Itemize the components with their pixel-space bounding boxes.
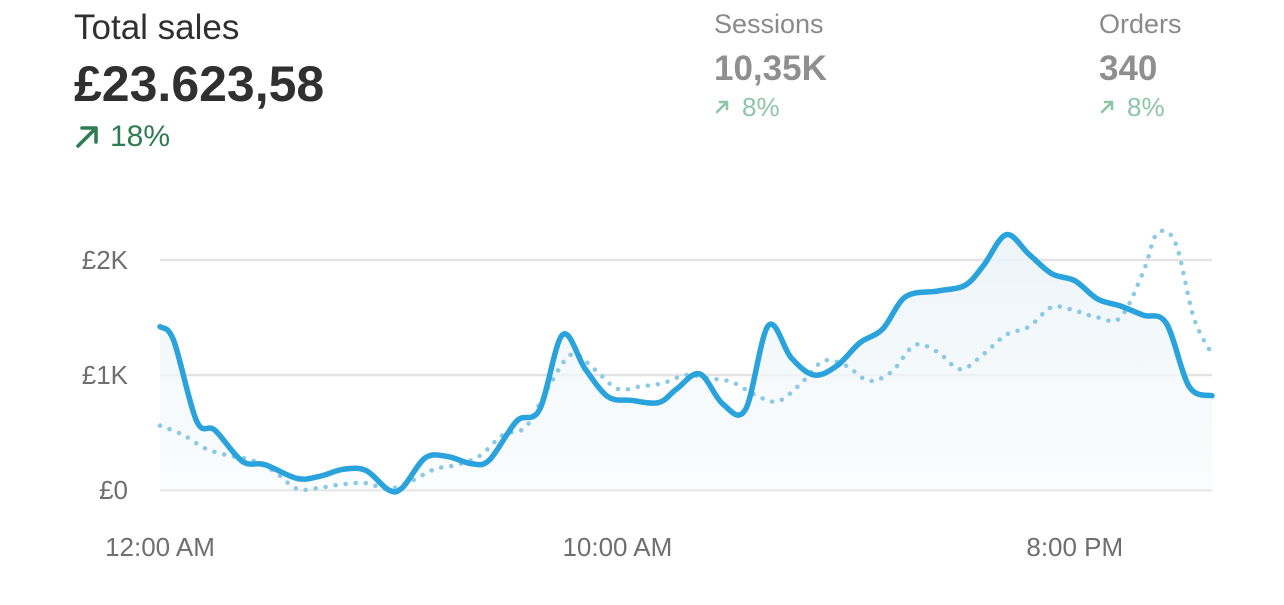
orders-change-value: 8% [1127,92,1165,122]
primary-series-area [160,234,1212,493]
total-sales-change-value: 18% [110,120,171,153]
sessions-label: Sessions [714,9,824,39]
primary-series-line [157,231,1215,495]
x-tick-label: 10:00 AM [562,532,672,562]
sessions-value: 10,35K [714,49,827,88]
sessions-change-value: 8% [742,92,780,122]
x-tick-label: 8:00 PM [1026,532,1123,562]
arrow-up-right-icon [1099,99,1115,115]
orders-change: 8% [1099,92,1182,122]
orders-metric[interactable]: Orders 340 8% [1099,8,1182,122]
arrow-up-right-icon [74,124,100,150]
y-tick-label: £0 [99,475,128,505]
arrow-up-right-icon [714,99,730,115]
orders-value: 340 [1099,49,1158,88]
sessions-metric[interactable]: Sessions 10,35K 8% [714,8,827,122]
total-sales-label: Total sales [74,8,240,47]
total-sales-value: £23.623,58 [74,56,325,112]
total-sales-metric[interactable]: Total sales £23.623,58 18% [74,8,324,154]
total-sales-change: 18% [74,120,324,154]
sessions-change: 8% [714,92,827,122]
y-tick-label: £1K [82,360,129,390]
y-tick-label: £2K [82,245,129,275]
y-axis-ticks: £0 £1K £2K [82,245,129,505]
x-axis-ticks: 12:00 AM 10:00 AM 8:00 PM [105,532,1123,562]
orders-label: Orders [1099,9,1182,39]
x-tick-label: 12:00 AM [105,532,215,562]
